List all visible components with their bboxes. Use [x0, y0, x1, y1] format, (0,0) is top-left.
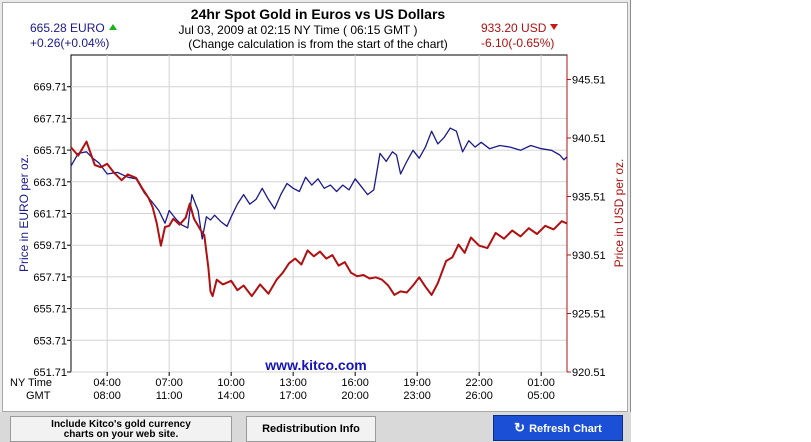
usd-price: 933.20 USD	[481, 21, 547, 35]
left-tick-label: 651.71	[33, 367, 67, 379]
x-tick-label-gmt: 23:00	[403, 390, 431, 402]
chart-frame: 24hr Spot Gold in Euros vs US Dollars Ju…	[0, 0, 631, 442]
x-tick-label-gmt: 20:00	[341, 390, 369, 402]
down-arrow-icon	[550, 24, 558, 30]
include-charts-button[interactable]: Include Kitco's gold currency charts on …	[10, 416, 232, 442]
kitco-watermark: www.kitco.com	[264, 357, 366, 373]
right-axis-label: Price in USD per oz.	[612, 159, 626, 268]
button-bar: Include Kitco's gold currency charts on …	[0, 412, 631, 442]
left-tick-label: 653.71	[33, 335, 67, 347]
chart-subtitle-line2: (Change calculation is from the start of…	[188, 37, 447, 51]
euro-change: +0.26(+0.04%)	[30, 36, 109, 50]
x-tick-label-ny: 10:00	[217, 377, 245, 389]
x-tick-label-ny: 19:00	[403, 377, 431, 389]
right-tick-label: 925.51	[572, 308, 606, 320]
right-tick-label: 930.51	[572, 250, 606, 262]
right-axis: 945.51 940.51 935.51 930.51 925.51 920.51	[566, 55, 606, 379]
x-tick-label-gmt: 14:00	[217, 390, 245, 402]
up-arrow-icon	[109, 24, 117, 30]
ny-time-row-label: NY Time	[10, 377, 52, 389]
include-charts-line1: Include Kitco's gold currency	[51, 419, 191, 430]
gmt-row-label: GMT	[26, 390, 51, 402]
gold-chart: 24hr Spot Gold in Euros vs US Dollars Ju…	[10, 6, 626, 402]
left-axis: 669.71 667.71 665.71 663.71 661.71 659.71 657.…	[33, 82, 71, 379]
x-tick-label-ny: 16:00	[341, 377, 369, 389]
euro-price: 665.28 EURO	[30, 21, 105, 35]
x-tick-label-ny: 07:00	[155, 377, 183, 389]
right-tick-label: 935.51	[572, 191, 606, 203]
left-tick-label: 659.71	[33, 240, 67, 252]
x-tick-label-ny: 01:00	[527, 377, 555, 389]
include-charts-line2: charts on your web site.	[63, 429, 179, 440]
left-tick-label: 655.71	[33, 304, 67, 316]
usd-price-line	[70, 140, 568, 298]
chart-title: 24hr Spot Gold in Euros vs US Dollars	[191, 6, 446, 22]
refresh-chart-label: Refresh Chart	[529, 423, 602, 435]
x-tick-label-gmt: 05:00	[527, 390, 555, 402]
series-lines	[70, 127, 568, 298]
redistribution-info-button[interactable]: Redistribution Info	[246, 416, 376, 442]
left-tick-label: 661.71	[33, 209, 67, 221]
x-tick-label-ny: 13:00	[279, 377, 307, 389]
left-tick-label: 665.71	[33, 145, 67, 157]
right-tick-label: 940.51	[572, 133, 606, 145]
left-tick-label: 667.71	[33, 113, 67, 125]
x-tick-label-gmt: 08:00	[93, 390, 121, 402]
grid-lines	[71, 55, 567, 373]
refresh-icon: ↻	[514, 420, 526, 435]
euro-price-line	[70, 127, 568, 240]
chart-subtitle-line1: Jul 03, 2009 at 02:15 NY Time ( 06:15 GM…	[178, 23, 417, 37]
x-tick-label-gmt: 26:00	[465, 390, 493, 402]
left-tick-label: 669.71	[33, 82, 67, 94]
right-tick-label: 920.51	[572, 367, 606, 379]
x-tick-label-gmt: 17:00	[279, 390, 307, 402]
refresh-chart-button[interactable]: ↻ Refresh Chart	[493, 415, 623, 441]
left-tick-label: 657.71	[33, 272, 67, 284]
chart-panel: 24hr Spot Gold in Euros vs US Dollars Ju…	[2, 2, 628, 412]
x-tick-label-ny: 22:00	[465, 377, 493, 389]
left-axis-label: Price in EURO per oz.	[17, 154, 31, 272]
x-tick-label-ny: 04:00	[93, 377, 121, 389]
usd-change: -6.10(-0.65%)	[481, 36, 554, 50]
x-tick-label-gmt: 11:00	[156, 390, 183, 402]
left-tick-label: 663.71	[33, 177, 67, 189]
right-tick-label: 945.51	[572, 74, 606, 86]
